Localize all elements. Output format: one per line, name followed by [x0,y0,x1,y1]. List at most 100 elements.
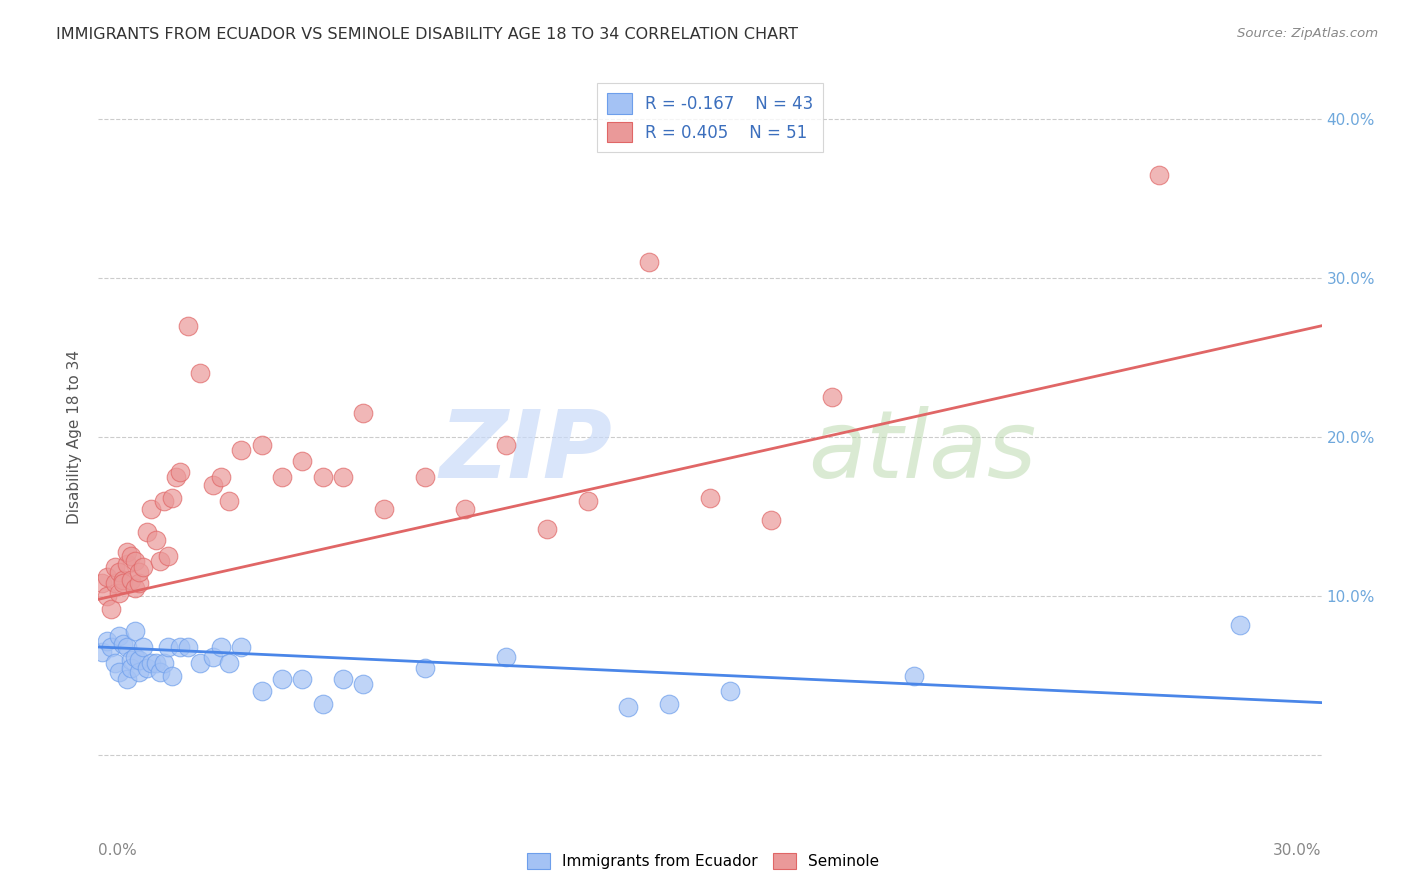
Point [141,656,163,670]
Point [115,558,138,572]
Point [120,660,142,674]
Point [332,470,354,484]
Point [108,566,131,580]
Point [111,573,134,587]
Point [209,470,232,484]
Point [136,660,159,674]
Point [108,586,131,600]
Point [156,640,179,654]
Point [218,656,240,670]
Point [270,672,294,686]
Point [699,491,721,505]
Point [352,406,374,420]
Point [156,549,179,564]
Point [352,676,374,690]
Point [128,576,150,591]
Point [152,656,174,670]
Point [124,649,146,664]
Legend: Immigrants from Ecuador, Seminole: Immigrants from Ecuador, Seminole [520,847,886,875]
Point [536,522,558,536]
Point [495,438,517,452]
Point [100,640,122,654]
Point [177,318,200,333]
Text: 30.0%: 30.0% [1274,843,1322,858]
Point [209,640,232,654]
Point [115,544,138,558]
Point [128,665,150,680]
Point [132,640,155,654]
Point [291,454,314,468]
Point [201,649,224,664]
Point [165,470,187,484]
Point [250,438,273,452]
Text: IMMIGRANTS FROM ECUADOR VS SEMINOLE DISABILITY AGE 18 TO 34 CORRELATION CHART: IMMIGRANTS FROM ECUADOR VS SEMINOLE DISA… [56,27,799,42]
Point [111,576,134,591]
Point [658,697,681,711]
Point [141,501,163,516]
Point [111,637,134,651]
Point [291,672,314,686]
Point [91,645,114,659]
Point [120,549,142,564]
Point [188,367,212,381]
Point [454,501,477,516]
Point [120,653,142,667]
Point [1147,168,1170,182]
Point [169,465,191,479]
Point [218,493,240,508]
Point [761,513,783,527]
Point [312,697,335,711]
Point [96,589,118,603]
Point [903,668,925,682]
Point [720,684,742,698]
Text: atlas: atlas [808,406,1036,497]
Point [413,660,436,674]
Point [124,581,146,595]
Point [160,668,183,682]
Point [413,470,436,484]
Point [96,570,118,584]
Point [250,684,273,698]
Point [115,672,138,686]
Point [149,665,172,680]
Point [373,501,395,516]
Point [108,665,131,680]
Point [108,629,131,643]
Point [312,470,335,484]
Text: 0.0%: 0.0% [98,843,138,858]
Point [495,649,517,664]
Point [638,255,661,269]
Point [128,566,150,580]
Point [136,525,159,540]
Point [231,442,253,457]
Point [128,653,150,667]
Point [270,470,294,484]
Point [104,560,127,574]
Point [821,390,844,404]
Point [104,576,127,591]
Point [100,602,122,616]
Point [177,640,200,654]
Point [104,656,127,670]
Point [188,656,212,670]
Text: Source: ZipAtlas.com: Source: ZipAtlas.com [1237,27,1378,40]
Point [231,640,253,654]
Point [145,656,167,670]
Legend: R = -0.167    N = 43, R = 0.405    N = 51: R = -0.167 N = 43, R = 0.405 N = 51 [596,83,824,153]
Point [124,624,146,638]
Point [96,633,118,648]
Point [201,477,224,491]
Point [617,700,640,714]
Point [149,554,172,568]
Point [576,493,599,508]
Point [120,573,142,587]
Y-axis label: Disability Age 18 to 34: Disability Age 18 to 34 [67,350,83,524]
Point [332,672,354,686]
Text: ZIP: ZIP [439,406,612,498]
Point [152,493,174,508]
Point [1229,617,1251,632]
Point [124,554,146,568]
Point [145,533,167,548]
Point [132,560,155,574]
Point [91,576,114,591]
